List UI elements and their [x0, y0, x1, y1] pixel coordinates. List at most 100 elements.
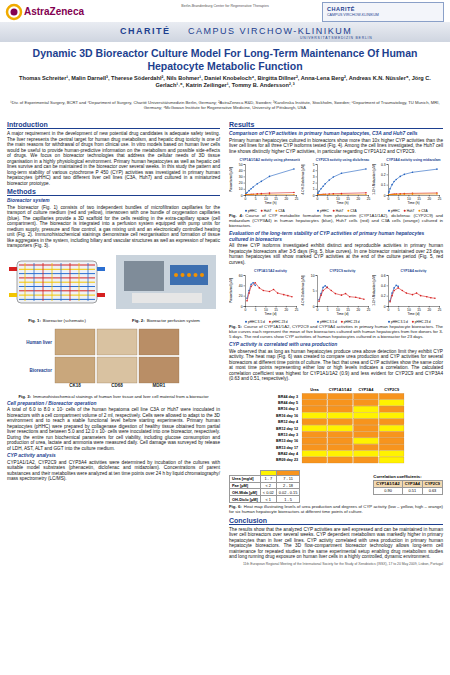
tick-mark — [387, 174, 389, 175]
tick-label: 5 — [255, 308, 257, 312]
data-point — [389, 188, 391, 190]
tick: 5 — [312, 163, 316, 167]
tick: 25 — [295, 306, 299, 312]
tick: 10 — [239, 187, 245, 191]
data-point — [293, 192, 295, 194]
logo-text: CHARITÉ — [327, 6, 355, 12]
tick: 5 — [255, 195, 257, 201]
capillary — [19, 277, 95, 278]
data-point — [354, 297, 356, 299]
legend-label: pHHC 3-5 d — [248, 320, 265, 324]
tick: 0.1 — [381, 183, 388, 187]
tick-label: 0 — [316, 197, 318, 201]
table-cell: 7 - 11 — [276, 475, 300, 482]
heatmap-cell — [379, 425, 404, 431]
axis-line — [317, 196, 368, 197]
table-cell: 0.63 — [422, 487, 442, 494]
tick-label: 5 — [326, 197, 328, 201]
data-point — [406, 293, 408, 295]
data-point — [324, 183, 326, 185]
heatmap-cell — [379, 444, 404, 450]
data-point — [254, 282, 256, 284]
data-point — [250, 286, 252, 288]
legend-marker — [269, 321, 271, 323]
data-point — [365, 192, 367, 194]
tick: 5 — [326, 195, 328, 201]
data-point — [340, 295, 342, 297]
x-axis: 0510152025 — [316, 195, 370, 201]
data-point — [287, 295, 289, 297]
data-point — [317, 192, 319, 194]
y-axis: 00.10.20.3 — [381, 163, 389, 198]
data-point — [318, 194, 320, 195]
tick-label: 0.2 — [381, 294, 386, 298]
tick: 0 — [316, 306, 318, 312]
data-point — [248, 293, 250, 295]
tick-label: 5 — [398, 308, 400, 312]
knob — [174, 273, 178, 277]
series-line — [317, 194, 366, 195]
tick: 20 — [239, 294, 245, 298]
legend-marker — [388, 210, 390, 212]
table-header: CYP3A4 — [402, 481, 422, 488]
y-axis: 00.20.40.6 — [381, 274, 389, 309]
data-point — [328, 179, 330, 181]
banner-text: CAMPUS VIRCHOW-KLINIKUM — [188, 26, 352, 36]
data-point — [391, 194, 393, 195]
heatmap-cell — [354, 412, 379, 418]
legend-label: pHHC — [320, 209, 329, 213]
row-label: Bioreactor — [29, 367, 52, 372]
data-point — [326, 287, 328, 289]
caption-label: Fig. 1: — [28, 318, 41, 323]
heatmap-cell — [379, 412, 404, 418]
column-label: CYP3A4 — [358, 388, 374, 392]
tick: 20 — [427, 195, 431, 201]
data-point — [393, 181, 395, 183]
logo-mark — [4, 2, 24, 22]
data-point — [391, 194, 393, 195]
series-line — [319, 288, 364, 302]
tick-label: 5 — [312, 289, 314, 293]
chart-title: CYP1A1/1A2 activity using phenacetin — [240, 158, 300, 162]
chart-row: CYP1A1/1A2 activity05101520250204060Time… — [229, 267, 443, 325]
banner-text: CHARITÉ — [120, 26, 171, 36]
paragraph: A major requirement in the development o… — [7, 131, 220, 186]
heatmap-cell — [354, 457, 379, 463]
series-line — [390, 288, 435, 302]
data-point — [256, 193, 258, 195]
data-point — [397, 287, 399, 289]
axis-line — [389, 196, 440, 197]
data-point — [248, 194, 250, 195]
tick-label: 20 — [356, 308, 360, 312]
data-point — [322, 287, 324, 289]
caption: Fig. 4:Course of CYP metabolite formatio… — [229, 214, 443, 229]
table-cell: OH-Diclo [µM] — [230, 496, 261, 503]
banner: CHARITÉ CAMPUS VIRCHOW-KLINIKUMUNIVERSITÄ… — [0, 22, 450, 42]
chart-title: CYP1A1/1A2 activity — [254, 269, 287, 273]
tick-label: 2 — [312, 181, 314, 185]
banner-text: UNIVERSITÄTSMEDIZIN BERLIN — [300, 36, 373, 40]
tick-label: 0 — [384, 194, 386, 198]
tick-label: 0 — [316, 308, 318, 312]
tick-label: 0.2 — [381, 173, 386, 177]
legend-marker — [245, 321, 247, 323]
tick-label: 40 — [239, 169, 243, 173]
heatmap-cell — [354, 431, 379, 437]
legend-label: pHHC 3-5 d — [320, 320, 337, 324]
subheading: Bioreactor system — [7, 198, 220, 204]
row-label: BR44 day 3 — [278, 394, 298, 398]
heatmap-cell — [354, 425, 379, 431]
caption: Fig. 1:Bioreactor (schematic) — [7, 318, 107, 323]
tick: 20 — [284, 195, 288, 201]
data-point — [328, 194, 330, 195]
logo-bcrt: Berlin-Brandenburg Center for Regenerati… — [170, 4, 280, 8]
chart-title: CYP2C9 activity — [329, 269, 355, 273]
data-point — [273, 289, 275, 291]
table-cell: 2 - 18 — [276, 482, 300, 489]
data-point — [395, 179, 397, 181]
staining — [97, 357, 137, 383]
tick-mark — [315, 306, 317, 307]
data-point — [404, 174, 406, 176]
tick: 5 — [255, 306, 257, 312]
tick-mark — [244, 183, 246, 184]
